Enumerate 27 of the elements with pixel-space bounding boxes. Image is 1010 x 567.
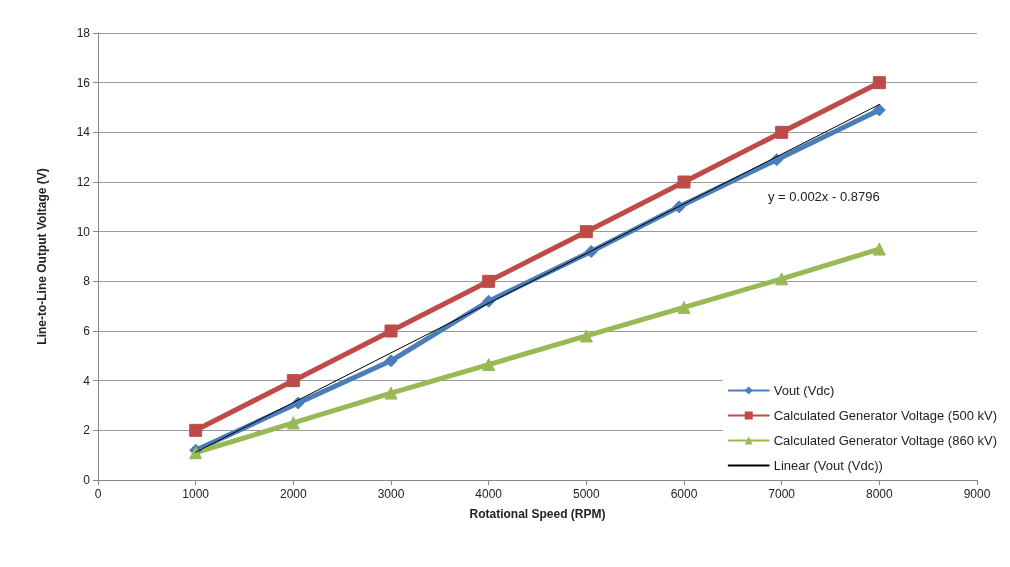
legend-label: Vout (Vdc) xyxy=(773,383,835,398)
legend-label: Calculated Generator Voltage (500 kV) xyxy=(773,408,998,423)
y-tick-label: 10 xyxy=(76,224,91,239)
y-tick-label: 2 xyxy=(83,423,91,438)
x-tick-label: 2000 xyxy=(279,487,307,501)
y-tick-label: 14 xyxy=(76,125,91,140)
x-axis-title: Rotational Speed (RPM) xyxy=(469,507,606,521)
x-tick-label: 6000 xyxy=(670,487,698,501)
x-tick-label: 3000 xyxy=(377,487,405,501)
y-tick-label: 6 xyxy=(83,324,91,338)
x-tick-label: 0 xyxy=(94,487,102,501)
y-tick-label: 16 xyxy=(76,75,91,90)
x-tick-label: 9000 xyxy=(963,487,991,501)
y-tick-label: 8 xyxy=(83,274,91,289)
x-tick-label: 7000 xyxy=(768,487,796,501)
annotation: y = 0.002x - 0.8796 xyxy=(768,189,880,204)
legend-label: Linear (Vout (Vdc)) xyxy=(773,458,883,473)
x-tick-label: 8000 xyxy=(865,487,893,501)
x-tick-label: 4000 xyxy=(475,487,503,501)
y-tick-label: 0 xyxy=(83,473,91,487)
x-tick-label: 1000 xyxy=(182,487,210,501)
legend-label: Calculated Generator Voltage (860 kV) xyxy=(773,433,998,448)
y-tick-label: 18 xyxy=(76,26,91,40)
y-axis-title: Line-to-Line Output Voltage (V) xyxy=(35,168,49,345)
y-tick-label: 4 xyxy=(83,373,91,388)
y-tick-label: 12 xyxy=(76,175,91,189)
x-tick-label: 5000 xyxy=(572,487,600,501)
